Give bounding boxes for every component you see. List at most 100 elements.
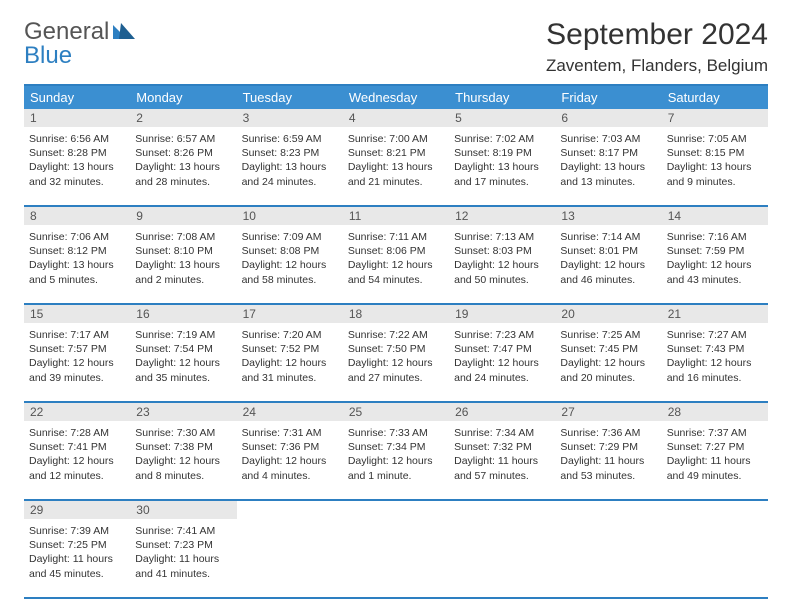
day-cell: Sunrise: 7:27 AMSunset: 7:43 PMDaylight:… xyxy=(662,323,768,401)
day-number: 9 xyxy=(130,207,236,225)
day-details: Sunrise: 7:37 AMSunset: 7:27 PMDaylight:… xyxy=(667,426,763,483)
day-cell: Sunrise: 7:31 AMSunset: 7:36 PMDaylight:… xyxy=(237,421,343,499)
day-cell: Sunrise: 7:39 AMSunset: 7:25 PMDaylight:… xyxy=(24,519,130,597)
day-number: 3 xyxy=(237,109,343,127)
day-number: 16 xyxy=(130,305,236,323)
day-details: Sunrise: 7:00 AMSunset: 8:21 PMDaylight:… xyxy=(348,132,444,189)
day-cell: Sunrise: 7:37 AMSunset: 7:27 PMDaylight:… xyxy=(662,421,768,499)
day-cell: Sunrise: 7:30 AMSunset: 7:38 PMDaylight:… xyxy=(130,421,236,499)
day-details: Sunrise: 7:23 AMSunset: 7:47 PMDaylight:… xyxy=(454,328,550,385)
day-details: Sunrise: 7:06 AMSunset: 8:12 PMDaylight:… xyxy=(29,230,125,287)
weekday-header: Tuesday xyxy=(237,86,343,109)
day-details: Sunrise: 7:33 AMSunset: 7:34 PMDaylight:… xyxy=(348,426,444,483)
day-cell: Sunrise: 6:56 AMSunset: 8:28 PMDaylight:… xyxy=(24,127,130,205)
day-cell: Sunrise: 7:17 AMSunset: 7:57 PMDaylight:… xyxy=(24,323,130,401)
calendar-body: 1234567Sunrise: 6:56 AMSunset: 8:28 PMDa… xyxy=(24,109,768,599)
day-cell: Sunrise: 7:14 AMSunset: 8:01 PMDaylight:… xyxy=(555,225,661,303)
day-cell: Sunrise: 7:06 AMSunset: 8:12 PMDaylight:… xyxy=(24,225,130,303)
day-number: 13 xyxy=(555,207,661,225)
day-details: Sunrise: 7:11 AMSunset: 8:06 PMDaylight:… xyxy=(348,230,444,287)
day-number-row: 891011121314 xyxy=(24,207,768,225)
day-details: Sunrise: 7:34 AMSunset: 7:32 PMDaylight:… xyxy=(454,426,550,483)
day-number-row: 1234567 xyxy=(24,109,768,127)
day-details: Sunrise: 7:27 AMSunset: 7:43 PMDaylight:… xyxy=(667,328,763,385)
day-cell: Sunrise: 7:02 AMSunset: 8:19 PMDaylight:… xyxy=(449,127,555,205)
day-cell: Sunrise: 7:41 AMSunset: 7:23 PMDaylight:… xyxy=(130,519,236,597)
day-number-row: 22232425262728 xyxy=(24,403,768,421)
day-number xyxy=(555,501,661,519)
day-number: 20 xyxy=(555,305,661,323)
day-details: Sunrise: 7:20 AMSunset: 7:52 PMDaylight:… xyxy=(242,328,338,385)
day-details: Sunrise: 7:13 AMSunset: 8:03 PMDaylight:… xyxy=(454,230,550,287)
day-number: 30 xyxy=(130,501,236,519)
day-details: Sunrise: 7:19 AMSunset: 7:54 PMDaylight:… xyxy=(135,328,231,385)
day-details: Sunrise: 7:28 AMSunset: 7:41 PMDaylight:… xyxy=(29,426,125,483)
day-details: Sunrise: 7:22 AMSunset: 7:50 PMDaylight:… xyxy=(348,328,444,385)
day-details: Sunrise: 7:09 AMSunset: 8:08 PMDaylight:… xyxy=(242,230,338,287)
day-number: 22 xyxy=(24,403,130,421)
day-number xyxy=(449,501,555,519)
day-cell xyxy=(343,519,449,597)
day-number: 5 xyxy=(449,109,555,127)
day-number-row: 15161718192021 xyxy=(24,305,768,323)
day-cell xyxy=(237,519,343,597)
day-number: 23 xyxy=(130,403,236,421)
day-details: Sunrise: 7:25 AMSunset: 7:45 PMDaylight:… xyxy=(560,328,656,385)
day-number: 4 xyxy=(343,109,449,127)
day-number: 8 xyxy=(24,207,130,225)
day-cell: Sunrise: 7:09 AMSunset: 8:08 PMDaylight:… xyxy=(237,225,343,303)
week-row: Sunrise: 7:17 AMSunset: 7:57 PMDaylight:… xyxy=(24,323,768,403)
day-details: Sunrise: 7:39 AMSunset: 7:25 PMDaylight:… xyxy=(29,524,125,581)
day-details: Sunrise: 7:41 AMSunset: 7:23 PMDaylight:… xyxy=(135,524,231,581)
day-cell: Sunrise: 7:36 AMSunset: 7:29 PMDaylight:… xyxy=(555,421,661,499)
location: Zaventem, Flanders, Belgium xyxy=(546,56,768,76)
day-cell xyxy=(662,519,768,597)
day-details: Sunrise: 7:30 AMSunset: 7:38 PMDaylight:… xyxy=(135,426,231,483)
day-number: 26 xyxy=(449,403,555,421)
day-number: 21 xyxy=(662,305,768,323)
weekday-header-row: SundayMondayTuesdayWednesdayThursdayFrid… xyxy=(24,86,768,109)
day-details: Sunrise: 7:14 AMSunset: 8:01 PMDaylight:… xyxy=(560,230,656,287)
day-cell xyxy=(555,519,661,597)
day-number xyxy=(237,501,343,519)
day-details: Sunrise: 7:16 AMSunset: 7:59 PMDaylight:… xyxy=(667,230,763,287)
day-cell: Sunrise: 7:20 AMSunset: 7:52 PMDaylight:… xyxy=(237,323,343,401)
day-cell: Sunrise: 7:16 AMSunset: 7:59 PMDaylight:… xyxy=(662,225,768,303)
day-cell: Sunrise: 7:34 AMSunset: 7:32 PMDaylight:… xyxy=(449,421,555,499)
day-cell: Sunrise: 7:25 AMSunset: 7:45 PMDaylight:… xyxy=(555,323,661,401)
day-cell: Sunrise: 7:33 AMSunset: 7:34 PMDaylight:… xyxy=(343,421,449,499)
logo-text-blue: Blue xyxy=(24,42,72,70)
month-title: September 2024 xyxy=(546,18,768,52)
day-number: 24 xyxy=(237,403,343,421)
day-cell xyxy=(449,519,555,597)
weekday-header: Sunday xyxy=(24,86,130,109)
day-details: Sunrise: 7:17 AMSunset: 7:57 PMDaylight:… xyxy=(29,328,125,385)
day-number: 15 xyxy=(24,305,130,323)
day-number: 1 xyxy=(24,109,130,127)
day-cell: Sunrise: 6:57 AMSunset: 8:26 PMDaylight:… xyxy=(130,127,236,205)
day-number: 25 xyxy=(343,403,449,421)
weekday-header: Thursday xyxy=(449,86,555,109)
day-number: 14 xyxy=(662,207,768,225)
day-cell: Sunrise: 7:13 AMSunset: 8:03 PMDaylight:… xyxy=(449,225,555,303)
day-cell: Sunrise: 7:11 AMSunset: 8:06 PMDaylight:… xyxy=(343,225,449,303)
day-details: Sunrise: 7:36 AMSunset: 7:29 PMDaylight:… xyxy=(560,426,656,483)
day-cell: Sunrise: 7:28 AMSunset: 7:41 PMDaylight:… xyxy=(24,421,130,499)
day-cell: Sunrise: 7:23 AMSunset: 7:47 PMDaylight:… xyxy=(449,323,555,401)
week-row: Sunrise: 6:56 AMSunset: 8:28 PMDaylight:… xyxy=(24,127,768,207)
day-details: Sunrise: 6:57 AMSunset: 8:26 PMDaylight:… xyxy=(135,132,231,189)
day-details: Sunrise: 7:31 AMSunset: 7:36 PMDaylight:… xyxy=(242,426,338,483)
day-number-row: 2930 xyxy=(24,501,768,519)
day-cell: Sunrise: 7:08 AMSunset: 8:10 PMDaylight:… xyxy=(130,225,236,303)
day-number: 10 xyxy=(237,207,343,225)
week-row: Sunrise: 7:28 AMSunset: 7:41 PMDaylight:… xyxy=(24,421,768,501)
day-number xyxy=(343,501,449,519)
day-cell: Sunrise: 7:03 AMSunset: 8:17 PMDaylight:… xyxy=(555,127,661,205)
day-number: 7 xyxy=(662,109,768,127)
day-number: 28 xyxy=(662,403,768,421)
calendar: SundayMondayTuesdayWednesdayThursdayFrid… xyxy=(24,84,768,599)
day-number: 17 xyxy=(237,305,343,323)
day-number: 18 xyxy=(343,305,449,323)
day-cell: Sunrise: 6:59 AMSunset: 8:23 PMDaylight:… xyxy=(237,127,343,205)
day-cell: Sunrise: 7:22 AMSunset: 7:50 PMDaylight:… xyxy=(343,323,449,401)
